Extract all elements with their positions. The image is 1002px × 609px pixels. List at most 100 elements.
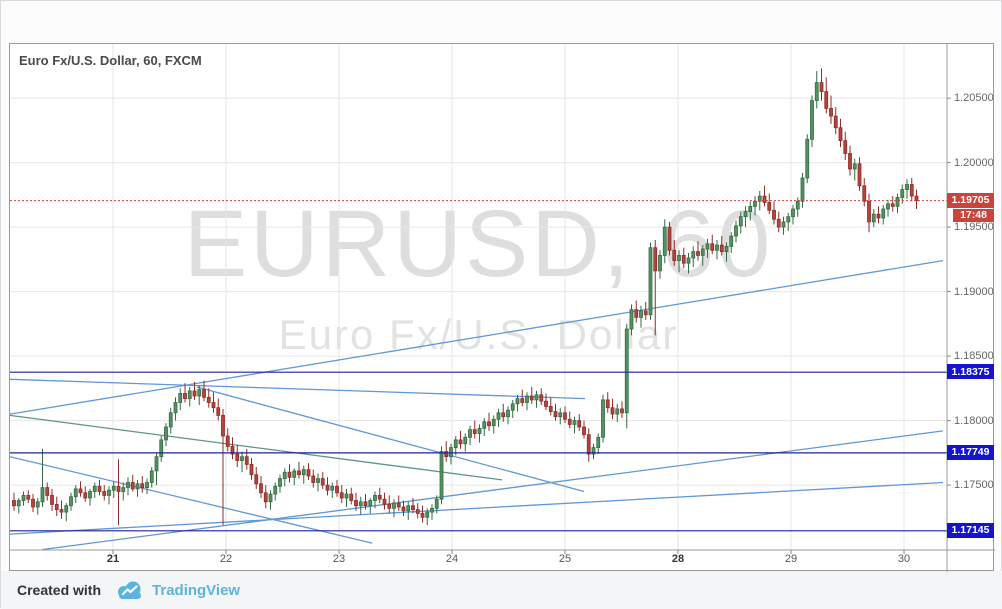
candle-body [848,153,852,170]
candle-body [677,254,681,261]
candlestick-plot[interactable] [10,44,995,572]
candle-body [354,500,358,507]
tradingview-logo-icon[interactable] [115,581,145,600]
candle-body [558,412,563,418]
candle-body [230,445,235,455]
trendline [10,414,503,481]
candle-body [306,469,311,477]
candle-body [629,309,634,330]
candle-body [107,489,111,496]
candle-body [525,395,529,403]
candle-body [667,226,672,251]
candle-body [890,203,895,207]
price-axis-label: 1.20000 [954,156,994,169]
candle-body [805,138,810,179]
candle-body [705,243,710,250]
candle-body [216,407,221,416]
candle-body [810,100,814,140]
price-axis-label: 1.19000 [954,285,994,298]
candle-body [168,412,173,428]
candle-body [335,485,339,494]
trendline [41,430,944,551]
trendline [10,481,944,535]
candle-body [719,244,724,253]
candle-body [700,248,705,256]
candle-body [344,493,349,499]
candle-body [762,195,767,203]
candle-body [116,485,121,492]
candle-body [734,225,738,237]
candle-body [292,470,297,478]
time-axis[interactable]: 21 22 23 24 25 28 29 30 [10,550,947,570]
price-axis[interactable]: 1.20500 1.20000 1.19500 1.19000 1.18500 1.180… [947,44,994,550]
candle-body [596,436,601,448]
candle-body [211,402,216,409]
time-axis-label: 24 [445,553,459,565]
candle-body [244,456,249,465]
candle-body [430,507,434,513]
candle-body [420,512,425,518]
candle-body [45,487,50,496]
candle-body [857,163,862,187]
chart-title: Euro Fx/U.S. Dollar, 60, FXCM [19,53,202,68]
candle-body [254,474,259,485]
candle-body [140,483,145,488]
candle-body [829,108,833,117]
candle-body [382,498,387,505]
candle-body [487,421,491,427]
candle-body [444,451,449,458]
candle-body [653,247,658,272]
candle-body [691,251,696,259]
candle-body [886,203,890,210]
candle-body [881,208,886,219]
chart-frame: EURUSD, 60 Euro Fx/U.S. Dollar Euro Fx/U… [9,43,995,572]
candle-body [791,208,795,218]
candle-body [130,482,135,490]
candle-body [339,492,344,499]
candle-body [800,177,805,202]
candle-body [506,409,510,418]
trendline [196,386,585,493]
candle-body [434,498,439,509]
candle-body [297,470,301,476]
candle-body [477,427,482,434]
candle-body [738,216,743,227]
time-axis-label: 21 [106,553,120,565]
candle-body [88,491,92,499]
candle-body [605,399,610,409]
candle-body [154,456,159,472]
footer: Created with TradingView [1,571,1002,609]
candle-body [468,429,472,438]
candle-body [548,405,553,412]
candle-body [786,216,791,223]
candle-body [696,251,700,256]
candle-body [78,488,83,494]
candle-body [373,494,377,501]
candle-body [757,195,762,202]
candle-body [54,503,59,510]
candle-body [862,185,867,202]
candle-body [401,506,406,512]
time-axis-label: 29 [784,553,798,565]
candle-body [259,483,263,494]
candle-body [21,494,26,501]
candle-body [368,500,373,507]
candle-body [553,411,558,418]
candle-body [206,396,211,403]
candle-body [282,471,287,480]
candle-body [287,471,292,478]
candle-body [852,163,857,170]
candle-body [458,439,463,445]
candle-body [833,115,838,129]
price-axis-label: 1.18000 [954,414,994,427]
candle-body [895,196,900,207]
candle-body [439,451,444,500]
candle-body [377,494,382,500]
candle-body [563,412,567,420]
candle-body [449,447,453,458]
tradingview-brand-link[interactable]: TradingView [152,581,241,599]
candle-body [729,235,734,247]
candle-body [387,503,392,509]
candle-body [453,439,458,448]
